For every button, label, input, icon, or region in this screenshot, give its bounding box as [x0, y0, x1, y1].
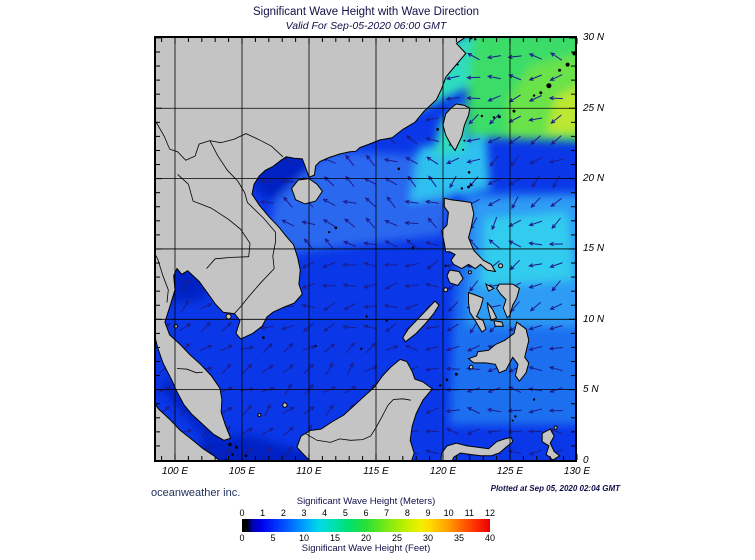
x-axis-label: 130 E [563, 466, 591, 477]
feet-tick-label: 40 [484, 533, 495, 543]
feet-tick-label: 5 [270, 533, 276, 543]
legend-meters-title: Significant Wave Height (Meters) [296, 496, 436, 507]
feet-tick-label: 20 [360, 533, 371, 543]
x-axis-label: 100 E [161, 466, 189, 477]
y-axis-label: 25 N [583, 102, 605, 114]
meters-tick-label: 3 [301, 508, 307, 518]
feet-tick-label: 10 [298, 533, 309, 543]
legend-feet-title: Significant Wave Height (Feet) [301, 543, 431, 554]
x-axis-label: 120 E [429, 466, 457, 477]
feet-tick-label: 35 [453, 533, 464, 543]
meters-tick-label: 0 [239, 508, 245, 518]
meters-tick-label: 1 [260, 508, 266, 518]
y-axis-label: 0 [583, 454, 589, 466]
meters-tick-label: 5 [342, 508, 348, 518]
land-layer [156, 38, 576, 461]
x-axis-label: 115 E [363, 466, 389, 477]
valid-time-subtitle: Valid For Sep-05-2020 06:00 GMT [285, 20, 447, 32]
wave-height-map [154, 36, 578, 462]
meters-tick-label: 4 [322, 508, 328, 518]
feet-tick-label: 25 [391, 533, 402, 543]
x-axis-label: 105 E [228, 466, 256, 477]
meters-tick-label: 2 [280, 508, 286, 518]
y-axis-label: 5 N [583, 384, 599, 396]
plotted-timestamp: Plotted at Sep 05, 2020 02:04 GMT [490, 484, 620, 493]
x-axis-label: 110 E [296, 466, 322, 477]
map-frame [154, 36, 578, 462]
meters-tick-label: 11 [464, 508, 474, 518]
meters-tick-label: 10 [443, 508, 454, 518]
meters-tick-label: 12 [484, 508, 495, 518]
feet-tick-label: 15 [329, 533, 340, 543]
y-axis-label: 10 N [583, 313, 605, 325]
lat-lon-gridlines [156, 38, 576, 461]
wave-height-colorbar [242, 519, 490, 532]
y-axis-label: 15 N [583, 243, 605, 255]
x-axis-label: 125 E [496, 466, 524, 477]
y-axis-label: 30 N [583, 32, 605, 44]
meters-tick-label: 9 [425, 508, 431, 518]
feet-tick-label: 0 [239, 533, 245, 543]
meters-tick-label: 7 [384, 508, 390, 518]
oceanweather-credit: oceanweather inc. [151, 487, 241, 499]
page-title: Significant Wave Height with Wave Direct… [252, 6, 480, 18]
y-axis-label: 20 N [583, 173, 605, 185]
meters-tick-label: 6 [363, 508, 369, 518]
feet-tick-label: 30 [422, 533, 433, 543]
meters-tick-label: 8 [404, 508, 410, 518]
